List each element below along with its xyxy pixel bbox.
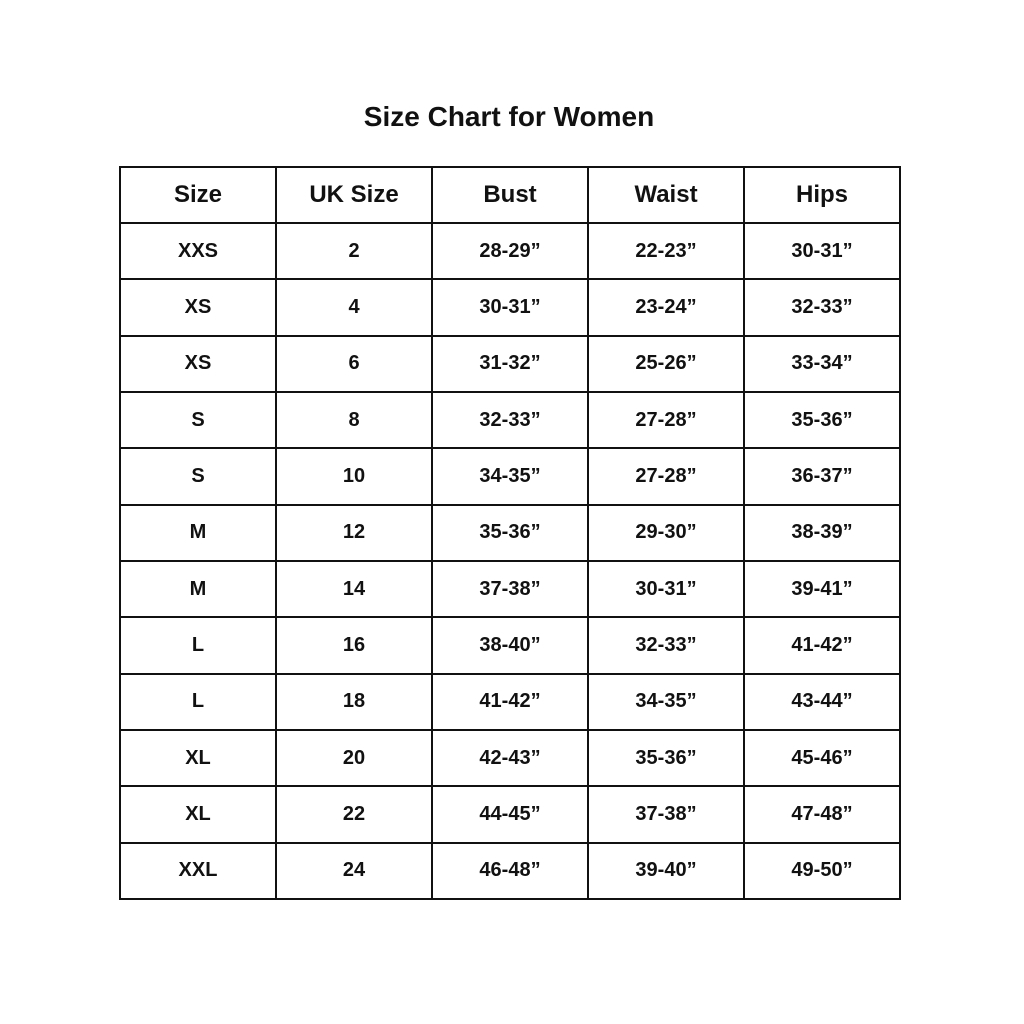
table-cell: XL [119, 728, 277, 788]
table-cell: 10 [275, 447, 433, 506]
table-row: S 8 32-33” 27-28” 35-36” [119, 390, 901, 450]
table-cell: 32-33” [431, 390, 589, 450]
table-cell: M [119, 503, 277, 562]
column-header: Waist [587, 166, 745, 224]
table-cell: 4 [275, 278, 433, 337]
table-cell: M [119, 559, 277, 619]
table-cell: 16 [275, 616, 433, 675]
column-header: Hips [743, 166, 901, 224]
table-cell: 38-39” [743, 503, 901, 562]
table-cell: 12 [275, 503, 433, 562]
table-cell: 24 [275, 841, 433, 901]
table-cell: 22-23” [587, 221, 745, 281]
table-cell: S [119, 390, 277, 450]
table-cell: 37-38” [431, 559, 589, 619]
table-cell: 29-30” [587, 503, 745, 562]
table-cell: 35-36” [587, 728, 745, 788]
table-row: L 18 41-42” 34-35” 43-44” [119, 672, 901, 731]
table-cell: 38-40” [431, 616, 589, 675]
table-cell: 41-42” [431, 672, 589, 731]
table-cell: 34-35” [431, 447, 589, 506]
table-cell: 39-40” [587, 841, 745, 901]
table-cell: S [119, 447, 277, 506]
table-cell: 30-31” [587, 559, 745, 619]
table-cell: 35-36” [743, 390, 901, 450]
table-cell: L [119, 616, 277, 675]
table-cell: 30-31” [743, 221, 901, 281]
page-title: Size Chart for Women [363, 101, 655, 132]
table-row: M 12 35-36” 29-30” 38-39” [119, 503, 901, 562]
table-cell: 23-24” [587, 278, 745, 337]
size-chart-table: Size UK Size Bust Waist Hips XXS 2 28-29” 22-23… [119, 166, 901, 901]
table-cell: 34-35” [587, 672, 745, 731]
table-cell: XL [119, 785, 277, 844]
table-cell: XS [119, 278, 277, 337]
table-cell: 2 [275, 221, 433, 281]
table-cell: 25-26” [587, 334, 745, 393]
table-cell: 36-37” [743, 447, 901, 506]
table-row: S 10 34-35” 27-28” 36-37” [119, 447, 901, 506]
table-header-row: Size UK Size Bust Waist Hips [119, 166, 901, 224]
table-cell: 46-48” [431, 841, 589, 901]
table-row: XL 20 42-43” 35-36” 45-46” [119, 728, 901, 788]
table-cell: 31-32” [431, 334, 589, 393]
table-cell: XS [119, 334, 277, 393]
table-cell: 20 [275, 728, 433, 788]
table-cell: 39-41” [743, 559, 901, 619]
table-row: XXS 2 28-29” 22-23” 30-31” [119, 221, 901, 281]
table-cell: XXS [119, 221, 277, 281]
table-body: XXS 2 28-29” 22-23” 30-31” XS 4 30-31” 23-24” 32-… [119, 221, 901, 901]
table-cell: 22 [275, 785, 433, 844]
table-cell: 43-44” [743, 672, 901, 731]
table-row: XXL 24 46-48” 39-40” 49-50” [119, 841, 901, 901]
table-cell: 6 [275, 334, 433, 393]
table-cell: 18 [275, 672, 433, 731]
table-cell: 30-31” [431, 278, 589, 337]
table-cell: 28-29” [431, 221, 589, 281]
table-cell: 41-42” [743, 616, 901, 675]
column-header: Size [119, 166, 277, 224]
table-row: L 16 38-40” 32-33” 41-42” [119, 616, 901, 675]
table-row: M 14 37-38” 30-31” 39-41” [119, 559, 901, 619]
table-cell: 49-50” [743, 841, 901, 901]
table-cell: XXL [119, 841, 277, 901]
column-header: Bust [431, 166, 589, 224]
table-cell: 35-36” [431, 503, 589, 562]
table-cell: 32-33” [743, 278, 901, 337]
table-cell: 8 [275, 390, 433, 450]
table-cell: 32-33” [587, 616, 745, 675]
column-header: UK Size [275, 166, 433, 224]
table-row: XL 22 44-45” 37-38” 47-48” [119, 785, 901, 844]
table-cell: 27-28” [587, 390, 745, 450]
table-cell: 44-45” [431, 785, 589, 844]
table-row: XS 6 31-32” 25-26” 33-34” [119, 334, 901, 393]
table-cell: 42-43” [431, 728, 589, 788]
table-cell: L [119, 672, 277, 731]
table-cell: 47-48” [743, 785, 901, 844]
table-row: XS 4 30-31” 23-24” 32-33” [119, 278, 901, 337]
table-cell: 14 [275, 559, 433, 619]
table-cell: 27-28” [587, 447, 745, 506]
table-cell: 33-34” [743, 334, 901, 393]
table-cell: 37-38” [587, 785, 745, 844]
table-cell: 45-46” [743, 728, 901, 788]
